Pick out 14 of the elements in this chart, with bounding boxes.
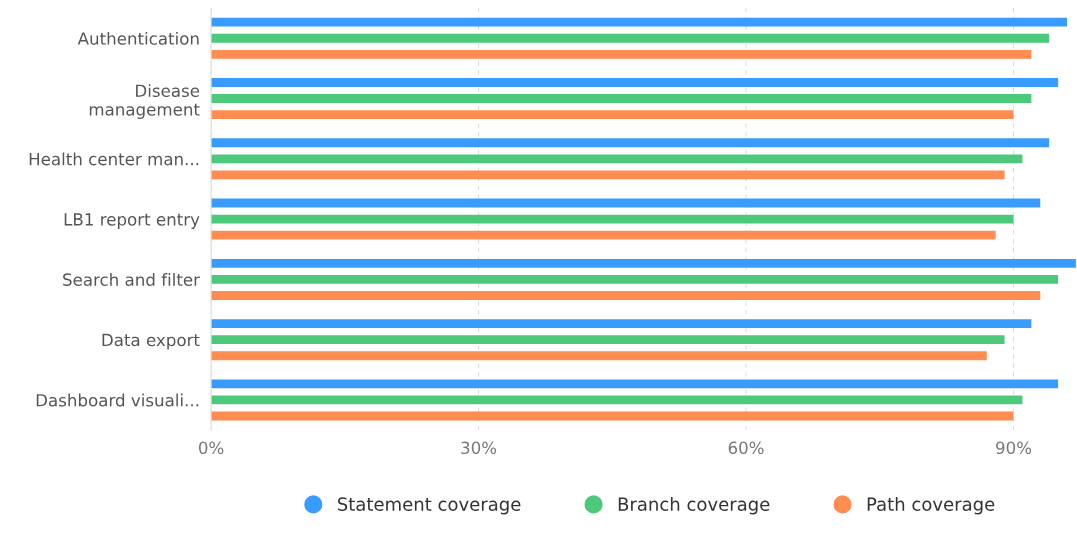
x-tick-label: 0% [198, 441, 224, 455]
x-tick-label: 90% [996, 441, 1032, 455]
y-tick-label: Health center man... [29, 152, 199, 166]
x-tick-label: 60% [728, 441, 764, 455]
y-tick-label: Authentication [77, 31, 199, 45]
legend-label: Path coverage [867, 496, 995, 515]
y-tick-label: LB1 report entry [64, 213, 200, 229]
x-tick-label: 30% [461, 441, 497, 455]
y-tick-label: Search and filter [63, 273, 200, 286]
legend-label: Statement coverage [337, 497, 521, 515]
y-tick-label: Disease management [89, 84, 200, 119]
legend-label: Branch coverage [618, 496, 770, 515]
y-tick-label: Dashboard visuali... [36, 393, 199, 407]
y-tick-label: Data export [102, 333, 200, 350]
